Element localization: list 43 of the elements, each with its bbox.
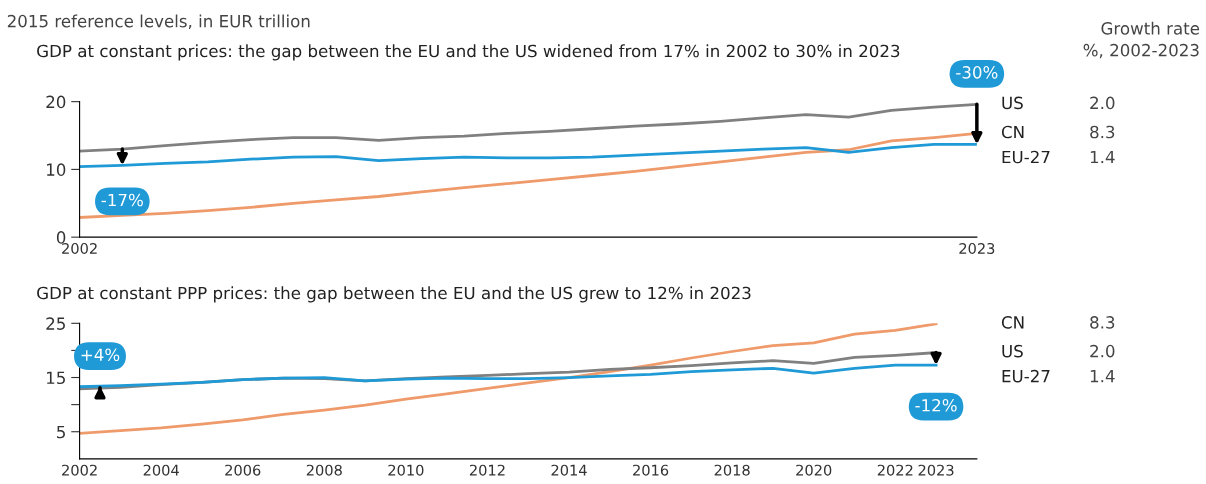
x-tick-label: 2006 bbox=[225, 464, 261, 476]
x-tick-label: 2022 bbox=[877, 464, 913, 476]
x-tick-label: 2002 bbox=[62, 464, 97, 476]
x-tick-label: 2010 bbox=[388, 464, 424, 476]
chart-title: GDP at constant PPP prices: the gap between the EU and the US grew to 12% in 2023 bbox=[37, 286, 751, 303]
text: CN bbox=[1001, 316, 1024, 329]
text: 8.3 bbox=[1090, 316, 1115, 329]
x-tick-label: 2023 bbox=[959, 242, 995, 254]
chart-title: GDP at constant prices: the gap between the EU and the US widened from 17% in 2002 to 30% in 2023 bbox=[37, 44, 900, 61]
series-label: US bbox=[1002, 96, 1023, 110]
x-tick-label: 2020 bbox=[796, 464, 832, 476]
annotation: -12% bbox=[915, 398, 957, 412]
y-tick-label: 0 bbox=[56, 231, 66, 244]
x-tick-label: 2018 bbox=[714, 464, 750, 476]
x-tick-label: 2004 bbox=[143, 464, 179, 476]
chart-subtitle: 2015 reference levels, in EUR trillion bbox=[7, 14, 310, 30]
x-tick-label: 2008 bbox=[306, 464, 342, 476]
y-tick-label: 15 bbox=[47, 371, 65, 385]
series-label: CN bbox=[1001, 125, 1024, 139]
annotation: +4% bbox=[81, 348, 120, 362]
line-series bbox=[79, 363, 938, 389]
text: 2.0 bbox=[1090, 344, 1115, 358]
text: Growth rate bbox=[1101, 21, 1200, 35]
text: %, 2002-2023 bbox=[1083, 43, 1199, 59]
y-tick-label: 25 bbox=[46, 317, 65, 330]
text: 8.3 bbox=[1090, 125, 1115, 139]
text: 1.4 bbox=[1090, 370, 1115, 383]
x-tick-label: 2002 bbox=[62, 242, 97, 254]
y-tick-label: 10 bbox=[47, 163, 66, 176]
x-tick-label: 2016 bbox=[633, 464, 669, 476]
y-tick-label: 20 bbox=[46, 95, 66, 109]
line-series bbox=[79, 102, 977, 153]
series-label: EU-27 bbox=[1002, 150, 1050, 164]
x-tick-label: 2014 bbox=[551, 464, 587, 476]
text: EU-27 bbox=[1002, 369, 1050, 383]
annotation: -30% bbox=[956, 66, 998, 79]
x-tick-label: 2023 bbox=[918, 464, 954, 476]
text: US bbox=[1002, 344, 1023, 358]
text: 1.4 bbox=[1090, 150, 1115, 164]
text: 2.0 bbox=[1090, 96, 1115, 110]
y-tick-label: 5 bbox=[57, 425, 65, 439]
x-tick-label: 2012 bbox=[469, 464, 505, 476]
annotation: -17% bbox=[101, 193, 143, 207]
